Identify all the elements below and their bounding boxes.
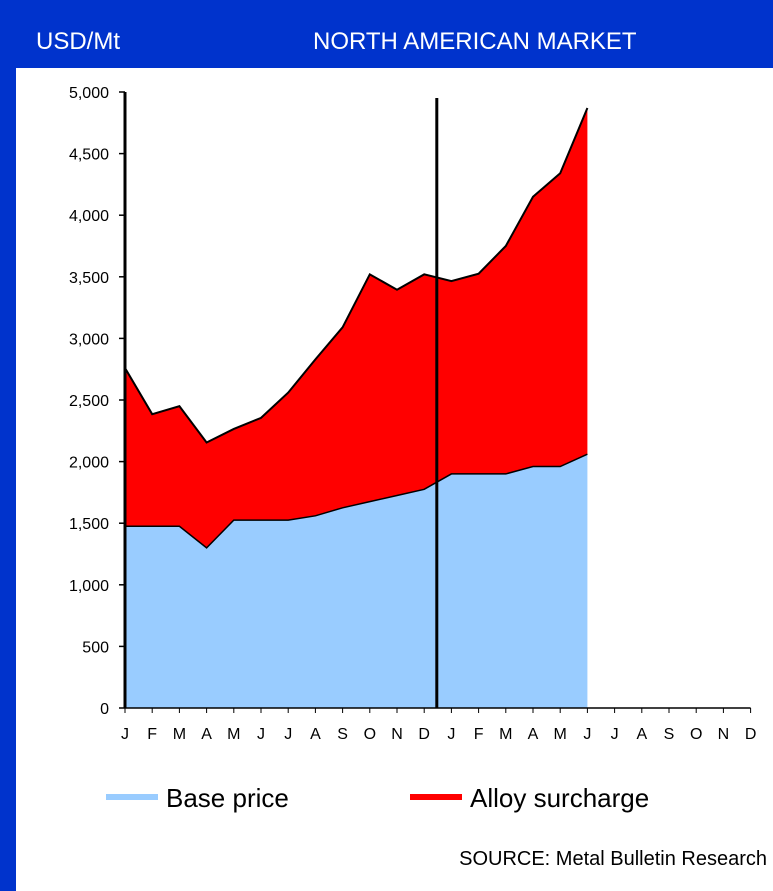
chart-header: USD/Mt NORTH AMERICAN MARKET [0,0,773,68]
x-tick-label: J [583,726,591,743]
x-tick-label: A [201,726,212,743]
x-tick-label: O [364,726,376,743]
x-tick-label: M [499,726,512,743]
x-tick-label: J [611,726,619,743]
x-tick-label: N [391,726,403,743]
x-tick-label: F [474,726,484,743]
y-tick-label: 5,000 [69,85,109,102]
source-note: SOURCE: Metal Bulletin Research [459,848,767,870]
legend-layer: Base price Alloy surcharge [106,783,649,813]
y-tick-label: 2,000 [69,455,109,472]
x-tick-label: S [664,726,675,743]
x-tick-label: S [337,726,348,743]
y-tick-label: 3,500 [69,270,109,287]
x-tick-label: M [227,726,240,743]
base-price-area [125,454,588,708]
legend-label-alloy-surcharge: Alloy surcharge [470,783,649,813]
x-tick-label: M [554,726,567,743]
y-tick-label: 1,500 [69,516,109,533]
y-tick-label: 4,000 [69,208,109,225]
base-price-line [125,453,588,549]
y-tick-label: 0 [100,701,109,718]
x-tick-label: J [257,726,265,743]
y-tick-label: 3,000 [69,331,109,348]
y-tick-label: 4,500 [69,147,109,164]
y-tick-label: 500 [82,639,109,656]
series-layer [124,107,589,708]
x-tick-label: D [418,726,430,743]
x-tick-label: J [284,726,292,743]
left-border-bar [0,0,16,891]
x-tick-label: J [447,726,455,743]
legend-label-base-price: Base price [166,783,289,813]
axis-layer: 0 500 1,000 1,500 2,000 2,500 3,000 3,500 4,000 4… [69,85,756,743]
y-tick-label: 2,500 [69,393,109,410]
y-tick-label: 1,000 [69,578,109,595]
x-tick-label: D [745,726,757,743]
x-tick-label: O [690,726,702,743]
x-tick-label: A [310,726,321,743]
alloy-surcharge-line [124,107,589,444]
x-tick-label: J [121,726,129,743]
x-tick-label: F [147,726,157,743]
chart-title: NORTH AMERICAN MARKET [313,28,637,55]
x-tick-label: A [528,726,539,743]
x-tick-label: A [636,726,647,743]
y-axis-unit-label: USD/Mt [36,28,120,55]
x-tick-label: M [173,726,186,743]
alloy-surcharge-area [125,108,588,548]
x-tick-label: N [718,726,730,743]
